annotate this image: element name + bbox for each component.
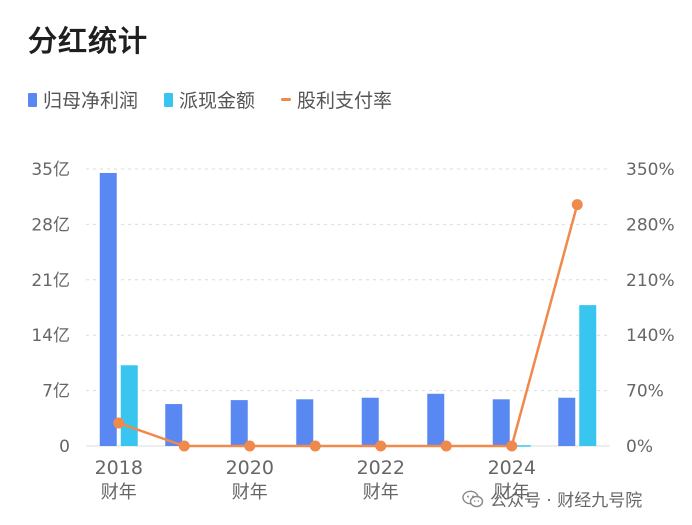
y-right-tick-label: 140% <box>626 326 675 346</box>
x-tick-sublabel: 财年 <box>363 482 399 503</box>
payout-ratio-point <box>113 417 125 429</box>
y-left-tick-label: 0 <box>59 437 70 457</box>
y-right-tick-label: 280% <box>626 215 675 235</box>
payout-ratio-point <box>571 199 583 211</box>
legend-swatch-net-profit <box>28 92 37 107</box>
bar-dividend <box>513 445 531 447</box>
payout-ratio-point <box>178 440 190 452</box>
x-tick-sublabel: 财年 <box>494 482 530 503</box>
x-tick-label: 2018 <box>95 457 143 479</box>
bar-net-profit <box>558 397 576 446</box>
legend-item-net-profit[interactable]: 归母净利润 <box>28 86 138 113</box>
y-right-tick-label: 0% <box>626 437 653 457</box>
x-tick-label: 2024 <box>488 457 536 479</box>
wechat-icon <box>462 490 484 507</box>
legend-label-net-profit: 归母净利润 <box>43 90 139 112</box>
x-tick-sublabel: 财年 <box>101 482 137 503</box>
bar-net-profit <box>99 172 117 446</box>
bar-net-profit <box>230 400 248 446</box>
legend-swatch-payout-ratio <box>281 98 292 101</box>
y-left-tick-label: 28亿 <box>31 215 70 235</box>
bar-dividend <box>120 365 138 446</box>
y-left-tick-label: 7亿 <box>42 382 70 402</box>
y-right-tick-label: 70% <box>626 382 664 402</box>
payout-ratio-point <box>309 440 321 452</box>
payout-ratio-point <box>506 440 518 452</box>
payout-ratio-line <box>118 204 579 448</box>
legend-label-payout-ratio: 股利支付率 <box>297 90 393 112</box>
y-left-tick-label: 35亿 <box>31 160 70 180</box>
legend-item-payout-ratio[interactable]: 股利支付率 <box>281 86 392 113</box>
x-tick-label: 2020 <box>226 457 274 479</box>
y-left-tick-label: 21亿 <box>31 271 70 291</box>
x-tick-sublabel: 财年 <box>232 482 268 503</box>
watermark: 公众号 · 财经九号院 <box>462 486 642 511</box>
legend-item-dividend[interactable]: 派现金额 <box>164 86 255 113</box>
bar-net-profit <box>165 404 183 446</box>
y-right-tick-label: 210% <box>626 271 675 291</box>
payout-ratio-point <box>440 440 452 452</box>
chart-legend: 归母净利润 派现金额 股利支付率 <box>28 86 392 113</box>
chart-title: 分红统计 <box>28 24 149 58</box>
payout-ratio-point <box>375 440 387 452</box>
bar-net-profit <box>296 399 314 446</box>
bar-net-profit <box>361 397 379 446</box>
y-left-tick-label: 14亿 <box>31 326 70 346</box>
y-right-tick-label: 350% <box>626 160 675 180</box>
legend-label-dividend: 派现金额 <box>179 90 256 112</box>
bar-net-profit <box>427 393 445 446</box>
bar-dividend <box>579 305 597 446</box>
x-tick-label: 2022 <box>357 457 405 479</box>
bar-net-profit <box>492 399 510 446</box>
watermark-text: 公众号 · 财经九号院 <box>490 491 643 511</box>
payout-ratio-point <box>244 440 256 452</box>
legend-swatch-dividend <box>164 92 174 107</box>
